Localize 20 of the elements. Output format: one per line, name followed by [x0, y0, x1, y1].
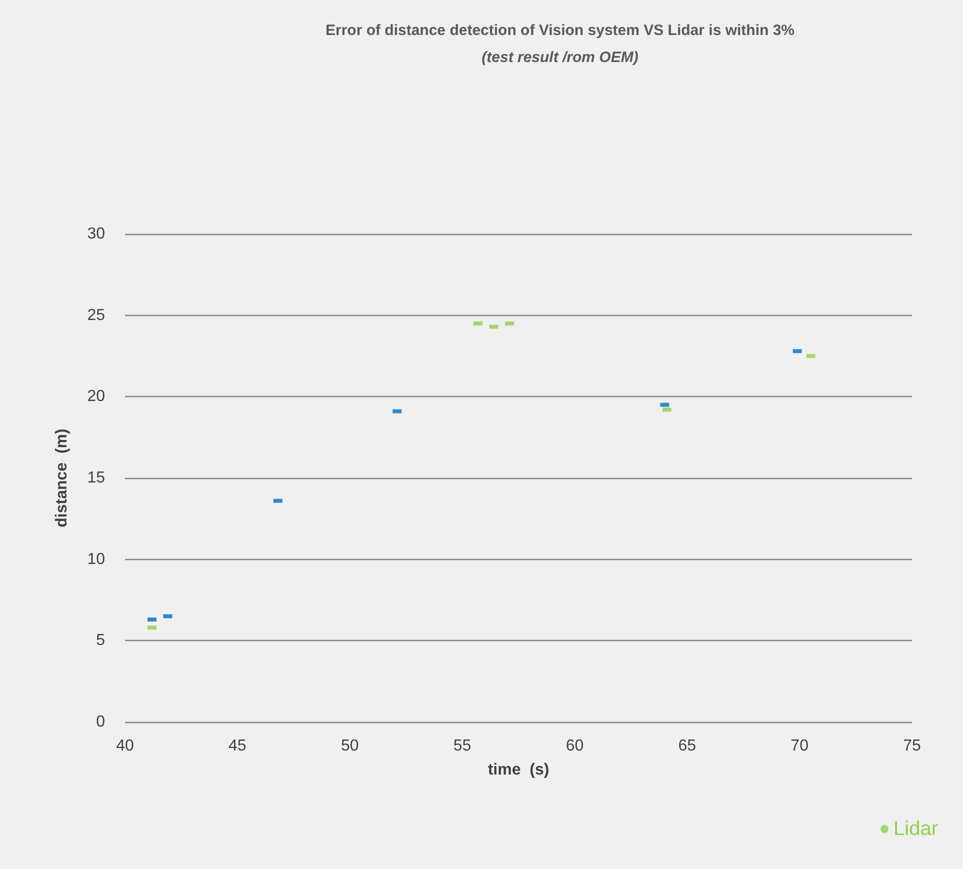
- y-tick-label: 20: [87, 388, 106, 406]
- y-tick-label: 25: [87, 306, 106, 324]
- y-tick-label: 10: [87, 550, 106, 568]
- x-tick-label: 65: [678, 738, 696, 754]
- x-tick-label: 50: [340, 738, 359, 754]
- y-tick-label: 5: [96, 632, 106, 650]
- x-tick-label: 70: [790, 738, 809, 754]
- chart-subtitle: (test result /rom OEM): [482, 49, 638, 66]
- x-tick-label: 60: [566, 738, 584, 754]
- y-tick-label: 0: [96, 714, 106, 730]
- x-tick-label: 75: [903, 738, 921, 754]
- x-tick-label: 40: [116, 738, 134, 754]
- chart-title: Error of distance detection of Vision system VS Lidar is within 3%: [326, 22, 794, 39]
- x-tick-label: 45: [228, 738, 246, 754]
- y-axis-title: distance (m): [54, 428, 70, 528]
- y-tick-label: 15: [87, 470, 106, 486]
- y-tick-label: 30: [87, 226, 106, 242]
- x-axis-title: time (s): [488, 762, 550, 778]
- legend-label: Lidar: [894, 818, 938, 840]
- x-tick-label: 55: [453, 738, 472, 754]
